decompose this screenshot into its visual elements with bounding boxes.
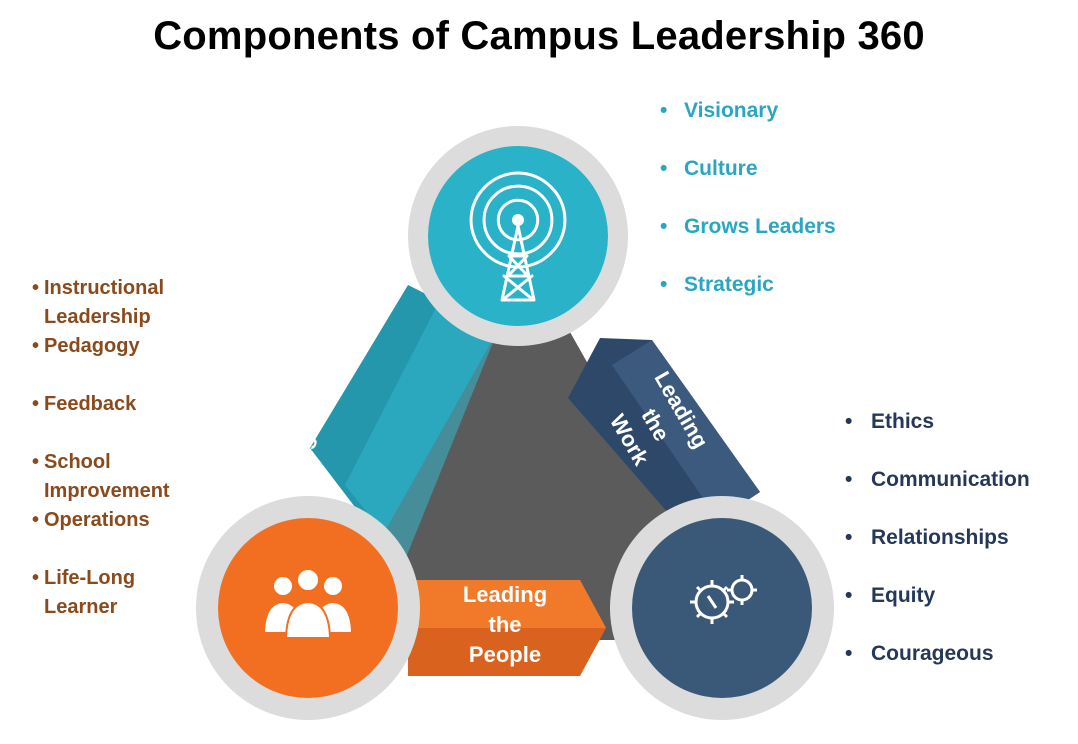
list-item-line: Improvement: [44, 480, 170, 502]
banner-work: [568, 338, 760, 538]
list-item: Relationships: [845, 526, 1030, 584]
list-item: Equity: [845, 584, 1030, 642]
gears-icon: [690, 575, 757, 624]
team-people-icon: [265, 568, 351, 639]
banner-organization: [310, 285, 498, 560]
list-item: Operations: [32, 506, 170, 564]
list-item: School Improvement: [32, 448, 170, 506]
list-item: Culture: [660, 157, 836, 215]
list-item: Communication: [845, 468, 1030, 526]
list-item: Visionary: [660, 99, 836, 157]
list-item-line: Life-Long: [44, 567, 136, 589]
work-list: Ethics Communication Relationships Equit…: [845, 410, 1030, 700]
list-item: Courageous: [845, 642, 1030, 700]
list-item: Pedagogy: [32, 332, 170, 390]
list-item-line: School: [44, 451, 111, 473]
banner-people: [408, 580, 606, 676]
list-item: Ethics: [845, 410, 1030, 468]
banner-label-line: the: [488, 612, 522, 637]
list-item: Life-Long Learner: [32, 564, 170, 622]
list-item-line: Leadership: [44, 306, 151, 328]
list-item-line: Learner: [44, 596, 118, 618]
list-item-line: Instructional: [44, 277, 165, 299]
banner-label-people: Leading the People: [430, 580, 580, 670]
organization-circle: [428, 146, 608, 326]
organization-list: Visionary Culture Grows Leaders Strategi…: [660, 99, 836, 331]
list-item: Feedback: [32, 390, 170, 448]
people-list: Instructional Leadership Pedagogy Feedbac…: [32, 274, 170, 622]
banner-label-line: People: [468, 642, 542, 667]
work-circle: [632, 518, 812, 698]
banner-label-line: Leading: [462, 582, 548, 607]
list-item: Grows Leaders: [660, 215, 836, 273]
radio-tower-icon: [469, 171, 567, 302]
list-item: Strategic: [660, 273, 836, 331]
page-title: Components of Campus Leadership 360: [153, 14, 925, 58]
list-item: Instructional Leadership: [32, 274, 170, 332]
